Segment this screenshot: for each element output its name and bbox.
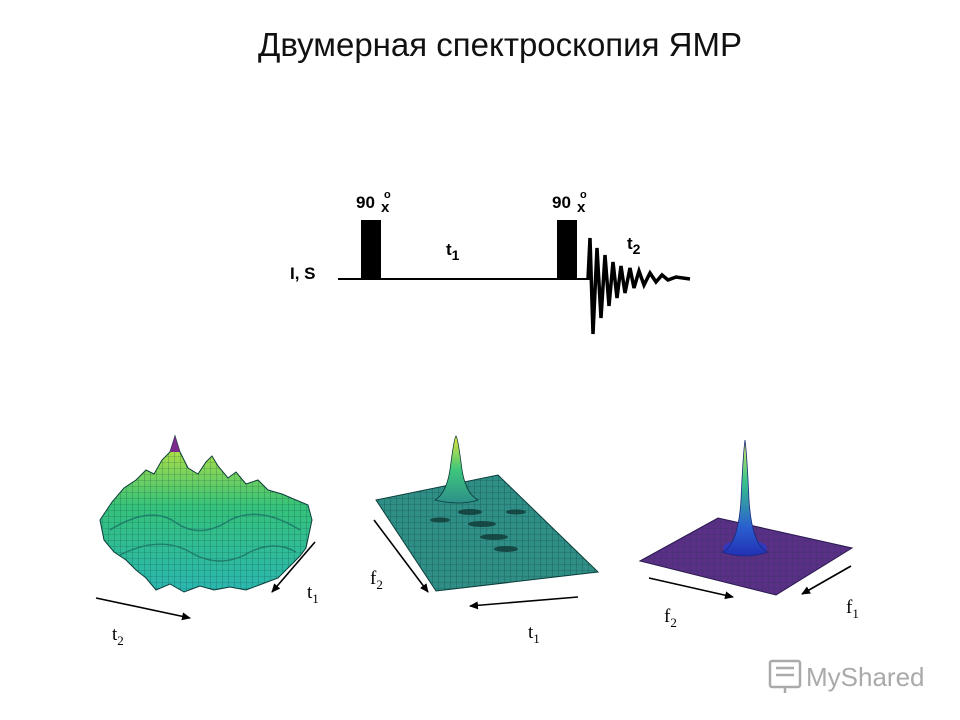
acquisition-t2-label: t2	[627, 234, 641, 257]
axis-arrow-f2	[648, 577, 734, 600]
axis-label-f2: f2	[370, 568, 383, 592]
axis-label-f1: f1	[846, 597, 859, 621]
watermark-text: MyShared	[806, 662, 925, 692]
surface-plot-time-domain: t2 t1	[95, 434, 319, 648]
surface-plot-mixed-domain: f2 t1	[370, 435, 600, 646]
channel-label: I, S	[290, 264, 316, 283]
axis-arrow-t1	[271, 541, 316, 593]
pulse-2	[557, 220, 577, 278]
ridge	[119, 543, 297, 562]
pulse-2-degree: o	[580, 189, 587, 201]
axis-label-f2: f2	[664, 606, 677, 630]
delay-t1-label: t1	[446, 240, 460, 263]
mesh-overlay	[640, 518, 852, 595]
pulse-2-angle: 90	[552, 193, 571, 212]
axis-arrow-f1	[801, 565, 852, 595]
peak-tip	[170, 436, 180, 452]
axis-label-t2: t2	[112, 624, 124, 648]
pulse-sequence: I, S 90 o x 90 o x t1 t2	[290, 189, 691, 335]
axis-arrow-t1	[469, 596, 579, 610]
mesh-overlay	[376, 475, 598, 591]
presentation-icon	[768, 659, 802, 693]
pulse-1-angle: 90	[356, 193, 375, 212]
fid-signal	[586, 237, 691, 335]
axis-label-t1: t1	[528, 622, 540, 646]
axis-label-t1: t1	[307, 582, 319, 606]
pulse-1-phase: x	[381, 199, 390, 216]
peak	[720, 439, 770, 557]
page-title: Двумерная спектроскопия ЯМР	[258, 26, 742, 63]
pulse-1	[361, 220, 381, 278]
watermark: MyShared	[768, 659, 925, 693]
axis-arrow-t2	[95, 597, 191, 621]
ridge	[109, 513, 301, 532]
ripple-marks	[430, 509, 526, 552]
surface-plot-frequency-domain: f2 f1	[638, 439, 859, 630]
pulse-2-phase: x	[577, 199, 586, 216]
pulse-1-degree: o	[384, 189, 391, 201]
peak	[433, 435, 480, 504]
mesh-overlay	[100, 436, 312, 592]
axis-arrow-f2	[373, 519, 429, 593]
